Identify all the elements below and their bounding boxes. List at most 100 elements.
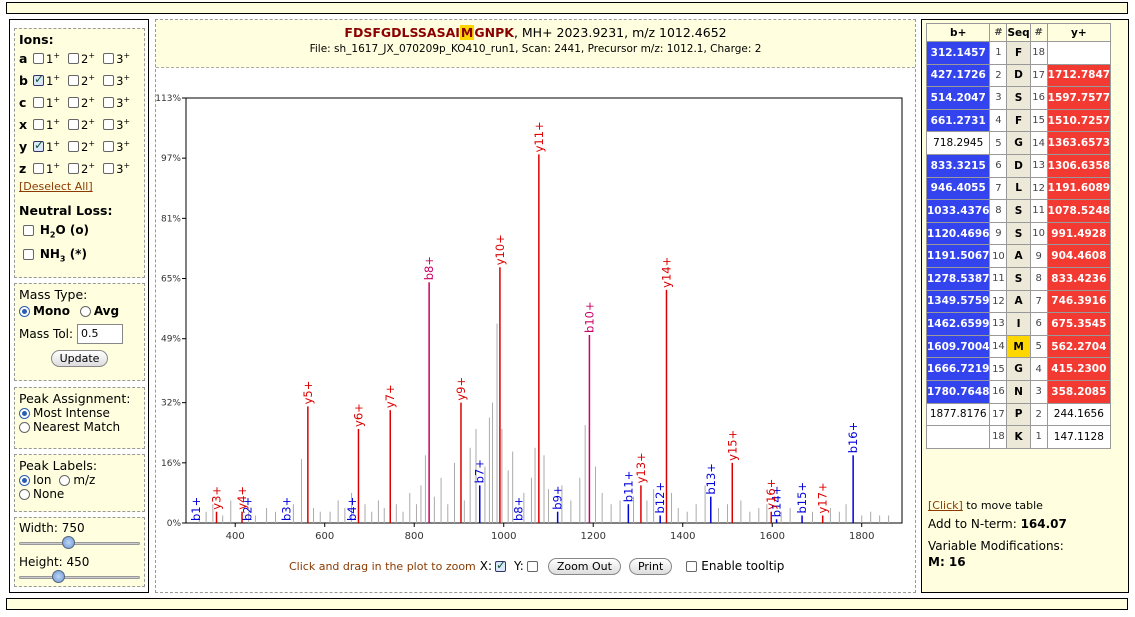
ion-peak-label: y17+	[816, 482, 830, 513]
ion-c-charge-2-checkbox[interactable]	[68, 96, 80, 108]
peak-labels-row1: Ion m/z	[19, 473, 140, 487]
ion-peak-label: b1+	[189, 497, 203, 521]
ion-a-charge-1-checkbox[interactable]	[33, 52, 44, 64]
charge-label: 2+	[81, 160, 96, 176]
ion-peak-label: b7+	[473, 459, 487, 483]
fragment-row: 514.2047 3 S 16 1597.7577	[925, 86, 1112, 110]
avg-label: Avg	[93, 304, 120, 318]
y-index-cell: 2	[1029, 402, 1048, 427]
width-slider-thumb[interactable]	[61, 536, 75, 549]
b-ion-cell: 1877.8176	[925, 402, 991, 427]
ion-c-charge-1-checkbox[interactable]	[33, 96, 44, 108]
y-index-cell: 7	[1029, 289, 1048, 314]
ion-x-charge-2-checkbox[interactable]	[68, 118, 80, 130]
none-label-radio[interactable]	[19, 489, 30, 500]
b-index-cell: 13	[989, 312, 1008, 336]
residue-cell: S	[1006, 266, 1031, 291]
width-slider[interactable]	[19, 536, 140, 549]
ion-peak-label: b4+	[345, 497, 359, 521]
y-index-cell: 15	[1029, 108, 1048, 133]
y-ion-cell: 1078.5248	[1046, 199, 1112, 223]
mass-tol-input[interactable]: 0.5	[77, 324, 124, 344]
y-index-cell: 12	[1029, 176, 1048, 201]
ion-peak-label: b15+	[795, 482, 809, 514]
ion-z-charge-1-checkbox[interactable]	[33, 162, 44, 174]
y-index-cell: 8	[1029, 266, 1048, 291]
y-tick-label: 16%	[161, 459, 181, 469]
fragment-row: 1780.7648 16 N 3 358.2085	[925, 379, 1112, 404]
peak-assignment-title: Peak Assignment:	[19, 391, 131, 406]
ion-a-charge-2-checkbox[interactable]	[68, 52, 80, 64]
deselect-all-link[interactable]: [Deselect All]	[19, 180, 93, 193]
ion-peak-label: b12+	[653, 482, 667, 514]
ion-z-charge-3-checkbox[interactable]	[103, 162, 115, 174]
mass-type-title: Mass Type:	[19, 287, 88, 302]
ion-b-charge-1-checkbox[interactable]	[33, 72, 44, 86]
y-ion-cell: 147.1128	[1046, 425, 1112, 449]
most-intense-radio[interactable]	[19, 408, 30, 419]
y-index-cell: 9	[1029, 244, 1048, 268]
update-button[interactable]: Update	[50, 350, 109, 367]
mz-label-text: m/z	[73, 473, 96, 487]
b-ion-cell: 514.2047	[925, 86, 991, 110]
peak-assignment-box: Peak Assignment: Most Intense Nearest Ma…	[14, 387, 145, 449]
height-slider-thumb[interactable]	[52, 570, 65, 583]
height-slider[interactable]	[19, 570, 140, 583]
mass-info: , MH+ 2023.9231, m/z 1012.4652	[513, 25, 727, 40]
tooltip-checkbox[interactable]	[686, 560, 698, 572]
b-ion-cell: 1780.7648	[925, 379, 991, 404]
ion-x-charge-1-checkbox[interactable]	[33, 118, 44, 130]
b-index-cell: 1	[989, 41, 1008, 65]
ion-name: x	[19, 116, 28, 132]
spectrum-chart[interactable]: 0% 16% 32% 49% 65% 81% 97% 113% 400 600 800 1000 120…	[156, 68, 915, 553]
ion-peak-label: b8+	[512, 497, 526, 521]
print-button[interactable]: Print	[628, 557, 673, 575]
b-ion-cell	[925, 425, 991, 449]
options-panel: Ions: a 1+ 2+ 3+ b 1+ 2+ 3+ c 1+ 2+ 3+ x 1+ 2+ 3+ y 1+ 2+ 3…	[9, 19, 149, 593]
ion-label-radio[interactable]	[19, 475, 30, 486]
b-ion-cell: 1120.4696	[925, 221, 991, 246]
x-tick-label: 400	[226, 531, 245, 542]
ion-z-charge-2-checkbox[interactable]	[68, 162, 80, 174]
ion-peak-label: y13+	[634, 452, 648, 483]
ion-row-b: b 1+ 2+ 3+	[19, 69, 140, 91]
nearest-match-label: Nearest Match	[33, 420, 121, 434]
zoom-y-checkbox[interactable]	[526, 560, 538, 572]
fragment-row: 1666.7219 15 G 4 415.2300	[925, 357, 1112, 381]
zoom-y-label: Y:	[514, 559, 524, 573]
x-tick-label: 1000	[491, 531, 516, 542]
fragment-row: 718.2945 5 G 14 1363.6573	[925, 131, 1112, 155]
b-ion-cell: 312.1457	[925, 41, 991, 65]
y-ion-cell: 1306.6358	[1046, 153, 1112, 178]
ion-b-charge-2-checkbox[interactable]	[68, 74, 80, 86]
mono-radio[interactable]	[19, 306, 30, 317]
fragment-table: b+ # Seq # y+ 312.1457 1 F 18 427.1726 2 D 17 17…	[925, 23, 1112, 449]
y-ion-cell: 991.4928	[1046, 221, 1112, 246]
ion-peak-label: y4+	[235, 486, 249, 510]
y-ion-cell: 904.4608	[1046, 244, 1112, 268]
mz-label-radio[interactable]	[59, 475, 71, 486]
header-n: #	[989, 23, 1008, 42]
y-ion-cell: 1191.6089	[1046, 176, 1112, 201]
ion-c-charge-3-checkbox[interactable]	[103, 96, 115, 108]
avg-radio[interactable]	[79, 306, 91, 317]
ion-y-charge-1-checkbox[interactable]	[33, 138, 44, 152]
mass-tol-label: Mass Tol:	[19, 327, 74, 341]
top-bar	[6, 2, 1128, 14]
ion-b-charge-3-checkbox[interactable]	[103, 74, 115, 86]
ion-x-charge-3-checkbox[interactable]	[103, 118, 115, 130]
y-ion-cell: 1510.7257	[1046, 108, 1112, 133]
h2o-checkbox[interactable]	[23, 225, 34, 236]
zoom-out-button[interactable]: Zoom Out	[547, 557, 621, 575]
ion-y-charge-3-checkbox[interactable]	[103, 140, 115, 152]
ion-y-charge-2-checkbox[interactable]	[68, 140, 80, 152]
ion-peak-label: b10+	[582, 301, 596, 333]
move-table-link[interactable]: [Click]	[928, 499, 963, 512]
most-intense-label: Most Intense	[33, 406, 110, 420]
ion-a-charge-3-checkbox[interactable]	[103, 52, 115, 64]
nearest-match-radio[interactable]	[19, 422, 30, 433]
fragment-row: 1033.4376 8 S 11 1078.5248	[925, 199, 1112, 223]
nh3-checkbox[interactable]	[23, 249, 34, 261]
zoom-x-checkbox[interactable]	[495, 558, 506, 572]
spectrum-header: FDSFGDLSSASAIMGNPK, MH+ 2023.9231, m/z 1…	[156, 20, 915, 68]
